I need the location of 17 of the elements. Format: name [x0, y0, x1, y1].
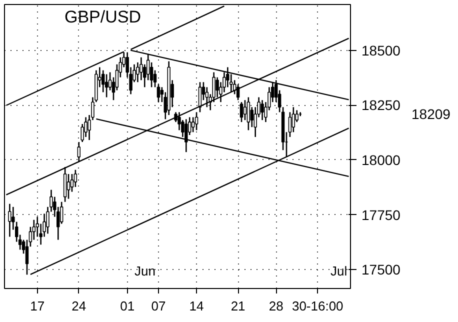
x-tick-label: 30-16:00 — [292, 298, 344, 314]
x-tick-label: 14 — [189, 298, 204, 314]
annotation: Jun — [134, 264, 156, 278]
x-tick-label: 21 — [230, 298, 246, 314]
x-tick-label: 01 — [120, 298, 135, 314]
y-tick-label: 18000 — [362, 152, 401, 168]
x-tick-label: 17 — [30, 298, 45, 314]
y-tick-label: 17500 — [362, 262, 401, 278]
chart-title: GBP/USD — [64, 8, 142, 26]
y-tick-label: 18250 — [362, 97, 401, 114]
annotation: Jul — [330, 264, 348, 278]
y-tick-label: 17750 — [362, 206, 401, 223]
x-tick-label: 24 — [72, 298, 86, 314]
x-tick-label: 07 — [151, 298, 166, 314]
x-tick-label: 28 — [268, 298, 284, 314]
text: 18209 — [412, 106, 451, 122]
y-tick-label: 18500 — [362, 42, 401, 58]
